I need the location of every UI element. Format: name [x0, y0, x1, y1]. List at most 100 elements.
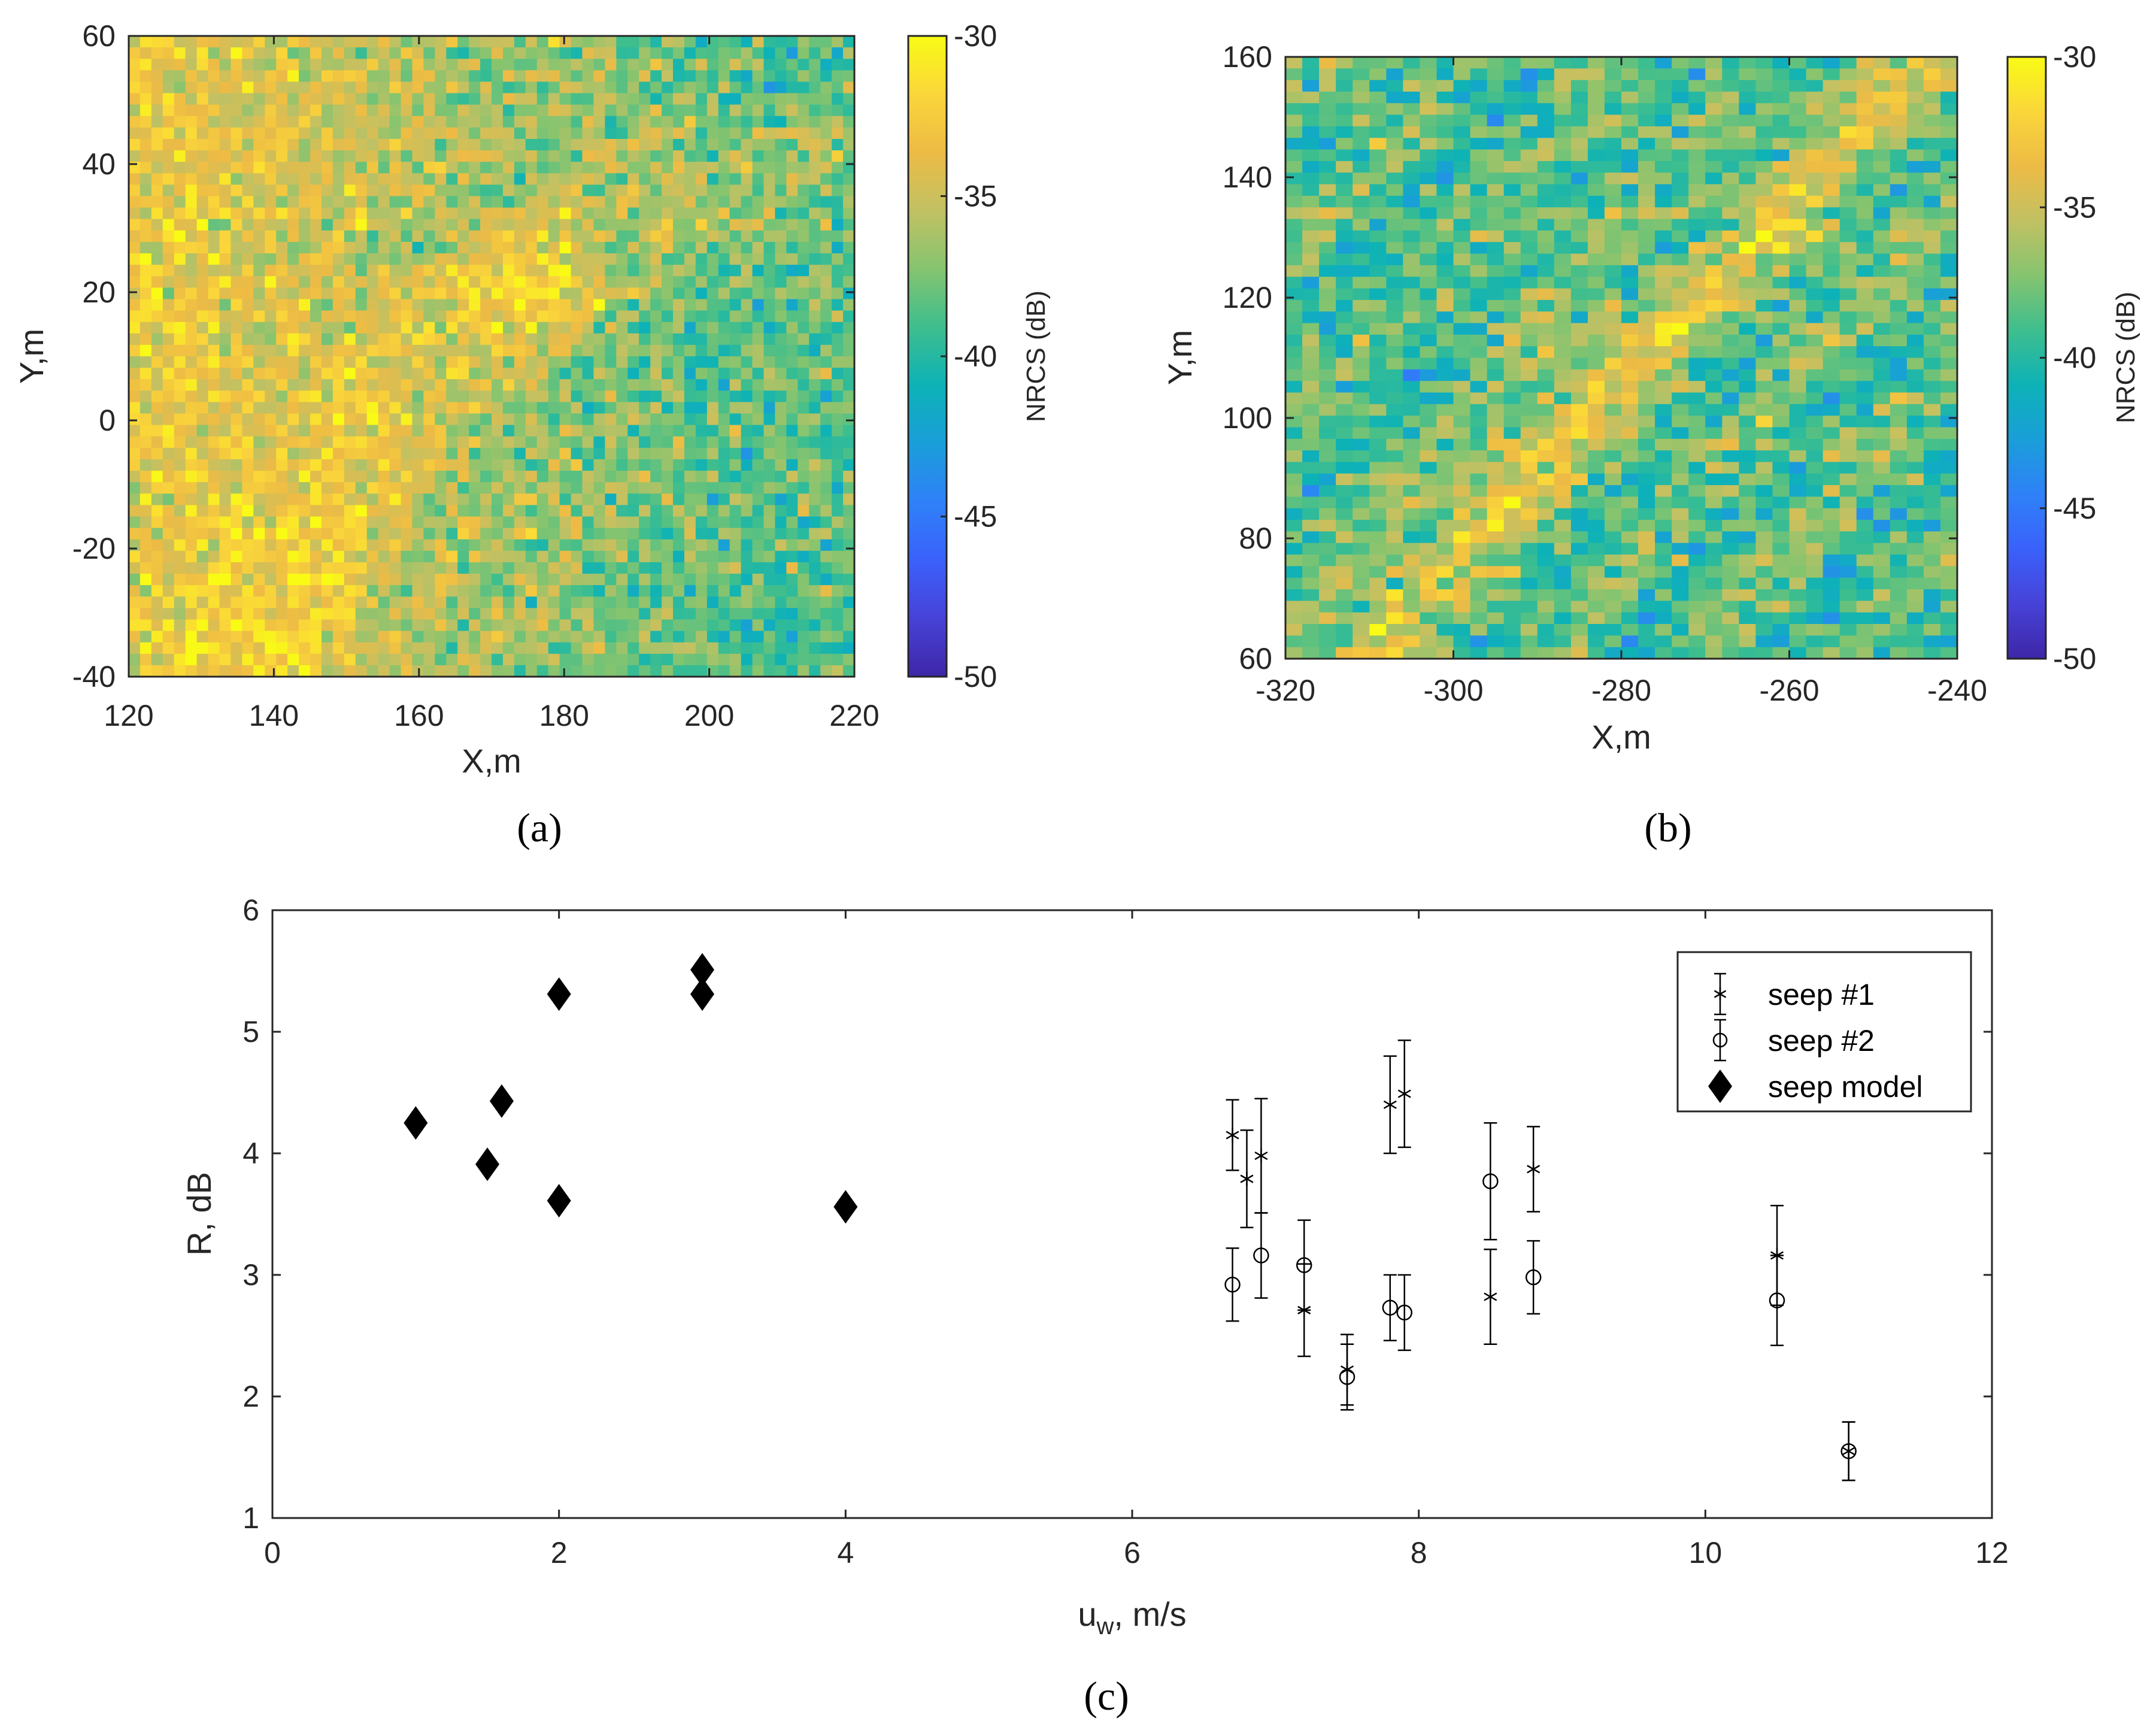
heatmap-cell — [389, 653, 402, 666]
heatmap-cell — [763, 653, 776, 666]
heatmap-cell — [185, 333, 198, 346]
heatmap-cell — [525, 631, 538, 643]
heatmap-cell — [401, 81, 413, 94]
heatmap-cell — [775, 447, 787, 460]
heatmap-cell — [1789, 242, 1807, 254]
heatmap-cell — [196, 127, 209, 140]
heatmap-cell — [809, 505, 821, 517]
heatmap-cell — [310, 81, 322, 94]
heatmap-cell — [593, 356, 606, 368]
heatmap-cell — [423, 253, 436, 265]
heatmap-cell — [718, 104, 730, 117]
heatmap-cell — [366, 585, 379, 598]
heatmap-cell — [1705, 299, 1723, 312]
heatmap-cell — [1520, 392, 1538, 405]
heatmap-cell — [231, 219, 243, 231]
heatmap-cell — [196, 493, 209, 506]
heatmap-cell — [616, 402, 629, 414]
heatmap-cell — [1420, 219, 1438, 231]
heatmap-cell — [639, 138, 651, 151]
heatmap-cell — [786, 241, 799, 254]
heatmap-cell — [162, 608, 175, 620]
heatmap-cell — [366, 322, 379, 334]
heatmap-cell — [480, 653, 492, 666]
heatmap-cell — [684, 619, 696, 632]
heatmap-cell — [1302, 334, 1320, 347]
heatmap-cell — [1890, 207, 1908, 220]
heatmap-cell — [1672, 277, 1689, 289]
heatmap-cell — [695, 196, 708, 208]
heatmap-cell — [208, 299, 220, 311]
heatmap-cell — [219, 653, 232, 666]
heatmap-cell — [1470, 346, 1488, 359]
heatmap-cell — [536, 653, 549, 666]
heatmap-cell — [355, 104, 368, 117]
heatmap-cell — [1487, 207, 1505, 220]
heatmap-cell — [185, 550, 198, 563]
heatmap-cell — [695, 528, 708, 540]
heatmap-cell — [1453, 369, 1471, 381]
heatmap-cell — [718, 299, 730, 311]
heatmap-cell — [1319, 242, 1336, 254]
heatmap-cell — [1873, 288, 1891, 301]
heatmap-cell — [1319, 253, 1336, 266]
heatmap-cell — [480, 368, 492, 380]
heatmap-cell — [480, 574, 492, 586]
heatmap-cell — [1386, 357, 1404, 370]
heatmap-cell — [446, 459, 458, 471]
heatmap-cell — [174, 574, 186, 586]
heatmap-cell — [389, 390, 402, 403]
heatmap-cell — [378, 219, 390, 231]
heatmap-cell — [423, 413, 436, 426]
heatmap-cell — [1554, 126, 1572, 139]
heatmap-cell — [151, 70, 163, 83]
heatmap-cell — [287, 528, 299, 540]
heatmap-cell — [1554, 207, 1572, 220]
heatmap-cell — [729, 287, 742, 300]
heatmap-cell — [231, 138, 243, 151]
heatmap-cell — [832, 127, 844, 140]
heatmap-cell — [650, 36, 662, 48]
heatmap-cell — [684, 447, 696, 460]
heatmap-cell — [1336, 149, 1353, 162]
heatmap-cell — [1386, 126, 1404, 139]
heatmap-cell — [1621, 438, 1639, 451]
heatmap-cell — [401, 619, 413, 632]
heatmap-cell — [378, 333, 390, 346]
heatmap-cell — [571, 322, 583, 334]
heatmap-cell — [786, 516, 799, 529]
heatmap-cell — [231, 642, 243, 655]
heatmap-cell — [174, 241, 186, 254]
heatmap-cell — [196, 219, 209, 231]
heatmap-cell — [492, 265, 504, 277]
heatmap-cell — [492, 653, 504, 666]
heatmap-cell — [1487, 80, 1505, 92]
heatmap-cell — [242, 425, 254, 437]
heatmap-cell — [1604, 288, 1622, 301]
heatmap-cell — [593, 505, 606, 517]
heatmap-cell — [1739, 172, 1757, 185]
heatmap-cell — [174, 333, 186, 346]
heatmap-cell — [786, 562, 799, 574]
heatmap-cell — [412, 379, 424, 392]
heatmap-cell — [242, 93, 254, 105]
tick-label: 60 — [82, 19, 116, 53]
heatmap-cell — [502, 173, 515, 186]
heatmap-cell — [820, 241, 832, 254]
heatmap-cell — [593, 390, 606, 403]
heatmap-cell — [741, 333, 753, 346]
heatmap-cell — [378, 184, 390, 197]
heatmap-cell — [684, 356, 696, 368]
heatmap-cell — [752, 550, 765, 563]
heatmap-cell — [820, 379, 832, 392]
heatmap-cell — [457, 81, 469, 94]
heatmap-cell — [129, 653, 141, 666]
heatmap-cell — [196, 322, 209, 334]
heatmap-cell — [616, 265, 629, 277]
heatmap-cell — [1739, 160, 1757, 174]
heatmap-cell — [809, 299, 821, 311]
heatmap-cell — [820, 59, 832, 71]
heatmap-cell — [231, 425, 243, 437]
heatmap-cell — [174, 447, 186, 460]
heatmap-cell — [582, 619, 595, 632]
